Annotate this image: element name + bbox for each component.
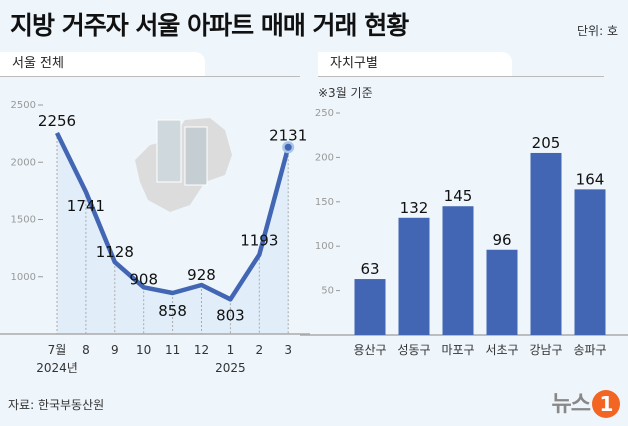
divider xyxy=(318,76,604,77)
bar xyxy=(442,206,474,335)
x-tick-label: 9 xyxy=(111,343,119,357)
data-point xyxy=(284,143,292,151)
x-tick-label: 송파구 xyxy=(573,343,606,357)
data-label: 145 xyxy=(444,187,473,205)
y-tick-label: 250 xyxy=(315,108,334,119)
building-icon xyxy=(184,126,208,186)
y-tick-label: 1000 xyxy=(11,272,36,283)
bar xyxy=(530,152,562,335)
y-tick-label: 100 xyxy=(315,241,334,252)
y-tick-label: 150 xyxy=(315,197,334,208)
page-title: 지방 거주자 서울 아파트 매매 거래 현황 xyxy=(10,11,409,40)
bar xyxy=(354,279,386,335)
data-label: 1741 xyxy=(67,197,105,215)
y-tick-label: 1500 xyxy=(11,215,36,226)
basis-note: ※3월 기준 xyxy=(318,86,373,100)
data-label: 1193 xyxy=(240,232,278,250)
x-tick-label: 성동구 xyxy=(397,343,430,357)
section-seoul-total: 서울 전체 xyxy=(0,52,205,76)
building-icon xyxy=(156,119,182,183)
data-label: 803 xyxy=(216,306,245,324)
year-label: 2024년 xyxy=(36,361,78,375)
year-label: 2025 xyxy=(215,361,246,375)
logo-mark: 1 xyxy=(592,390,620,418)
bar xyxy=(574,189,606,335)
section-by-district: 자치구별 xyxy=(318,52,512,76)
x-tick-label: 1 xyxy=(227,343,235,357)
data-label: 2131 xyxy=(269,126,307,144)
x-tick-label: 3 xyxy=(284,343,292,357)
x-tick-label: 마포구 xyxy=(441,343,474,357)
data-label: 164 xyxy=(576,170,605,188)
x-tick-label: 서초구 xyxy=(485,343,518,357)
y-tick-label: 200 xyxy=(315,152,334,163)
data-label: 2256 xyxy=(38,112,76,130)
data-label: 205 xyxy=(532,134,561,152)
bar xyxy=(486,249,518,335)
bar xyxy=(398,217,430,335)
x-tick-label: 용산구 xyxy=(353,343,386,357)
x-tick-label: 8 xyxy=(82,343,90,357)
x-tick-label: 강남구 xyxy=(529,343,562,357)
series-line xyxy=(54,131,291,302)
x-tick-label: 11 xyxy=(165,343,180,357)
y-tick-label: 2500 xyxy=(11,100,36,111)
data-label: 908 xyxy=(129,270,158,288)
data-label: 96 xyxy=(492,231,511,249)
news1-logo: 뉴스 1 xyxy=(552,386,620,418)
y-tick-label: 50 xyxy=(321,286,334,297)
data-label: 928 xyxy=(187,266,216,284)
x-tick-label: 10 xyxy=(136,343,151,357)
divider xyxy=(0,76,300,77)
source-text: 자료: 한국부동산원 xyxy=(8,398,105,412)
unit-label: 단위: 호 xyxy=(577,24,618,38)
x-tick-label: 12 xyxy=(194,343,209,357)
logo-text: 뉴스 xyxy=(551,392,591,417)
x-tick-label: 7월 xyxy=(48,343,67,357)
data-label: 1128 xyxy=(96,243,134,261)
data-label: 132 xyxy=(400,199,429,217)
y-tick-label: 2000 xyxy=(11,157,36,168)
data-label: 858 xyxy=(158,302,187,320)
data-label: 63 xyxy=(360,260,379,278)
x-tick-label: 2 xyxy=(255,343,263,357)
seoul-map-illustration xyxy=(135,118,232,212)
